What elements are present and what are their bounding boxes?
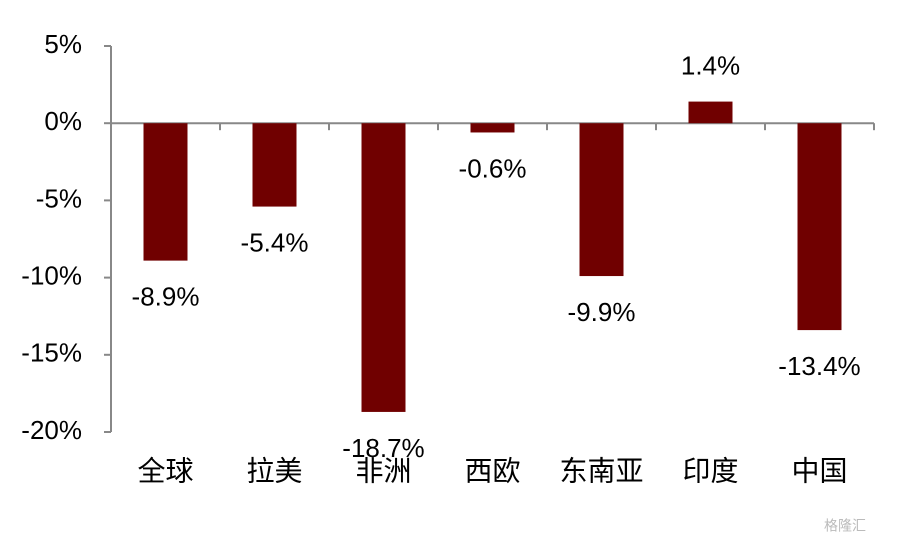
x-tick-label: 西欧 xyxy=(464,455,520,486)
x-tick-label: 印度 xyxy=(682,455,738,486)
y-tick-label: 5% xyxy=(44,29,82,59)
bar xyxy=(579,123,624,277)
y-tick-label: -10% xyxy=(21,260,82,290)
bar xyxy=(797,123,842,331)
x-tick-label: 拉美 xyxy=(246,455,302,486)
x-tick-label: 中国 xyxy=(791,455,847,486)
bar xyxy=(252,123,297,207)
bar xyxy=(470,123,515,133)
bar xyxy=(361,123,406,412)
value-label: -13.4% xyxy=(778,351,860,381)
value-label: -9.9% xyxy=(568,297,636,327)
y-tick-label: -20% xyxy=(21,415,82,445)
value-label: 1.4% xyxy=(681,50,740,80)
value-label: -8.9% xyxy=(132,281,200,311)
value-label: -5.4% xyxy=(241,227,309,257)
y-tick-label: 0% xyxy=(44,106,82,136)
y-tick-label: -5% xyxy=(36,183,82,213)
bar xyxy=(688,101,733,124)
x-tick-label: 东南亚 xyxy=(559,455,643,486)
x-tick-label: 非洲 xyxy=(355,455,411,486)
x-tick-label: 全球 xyxy=(137,455,193,486)
value-label: -18.7% xyxy=(342,433,424,463)
y-tick-label: -15% xyxy=(21,338,82,368)
watermark: 格隆汇 xyxy=(824,518,866,534)
bar xyxy=(143,123,188,261)
value-label: -0.6% xyxy=(459,153,527,183)
